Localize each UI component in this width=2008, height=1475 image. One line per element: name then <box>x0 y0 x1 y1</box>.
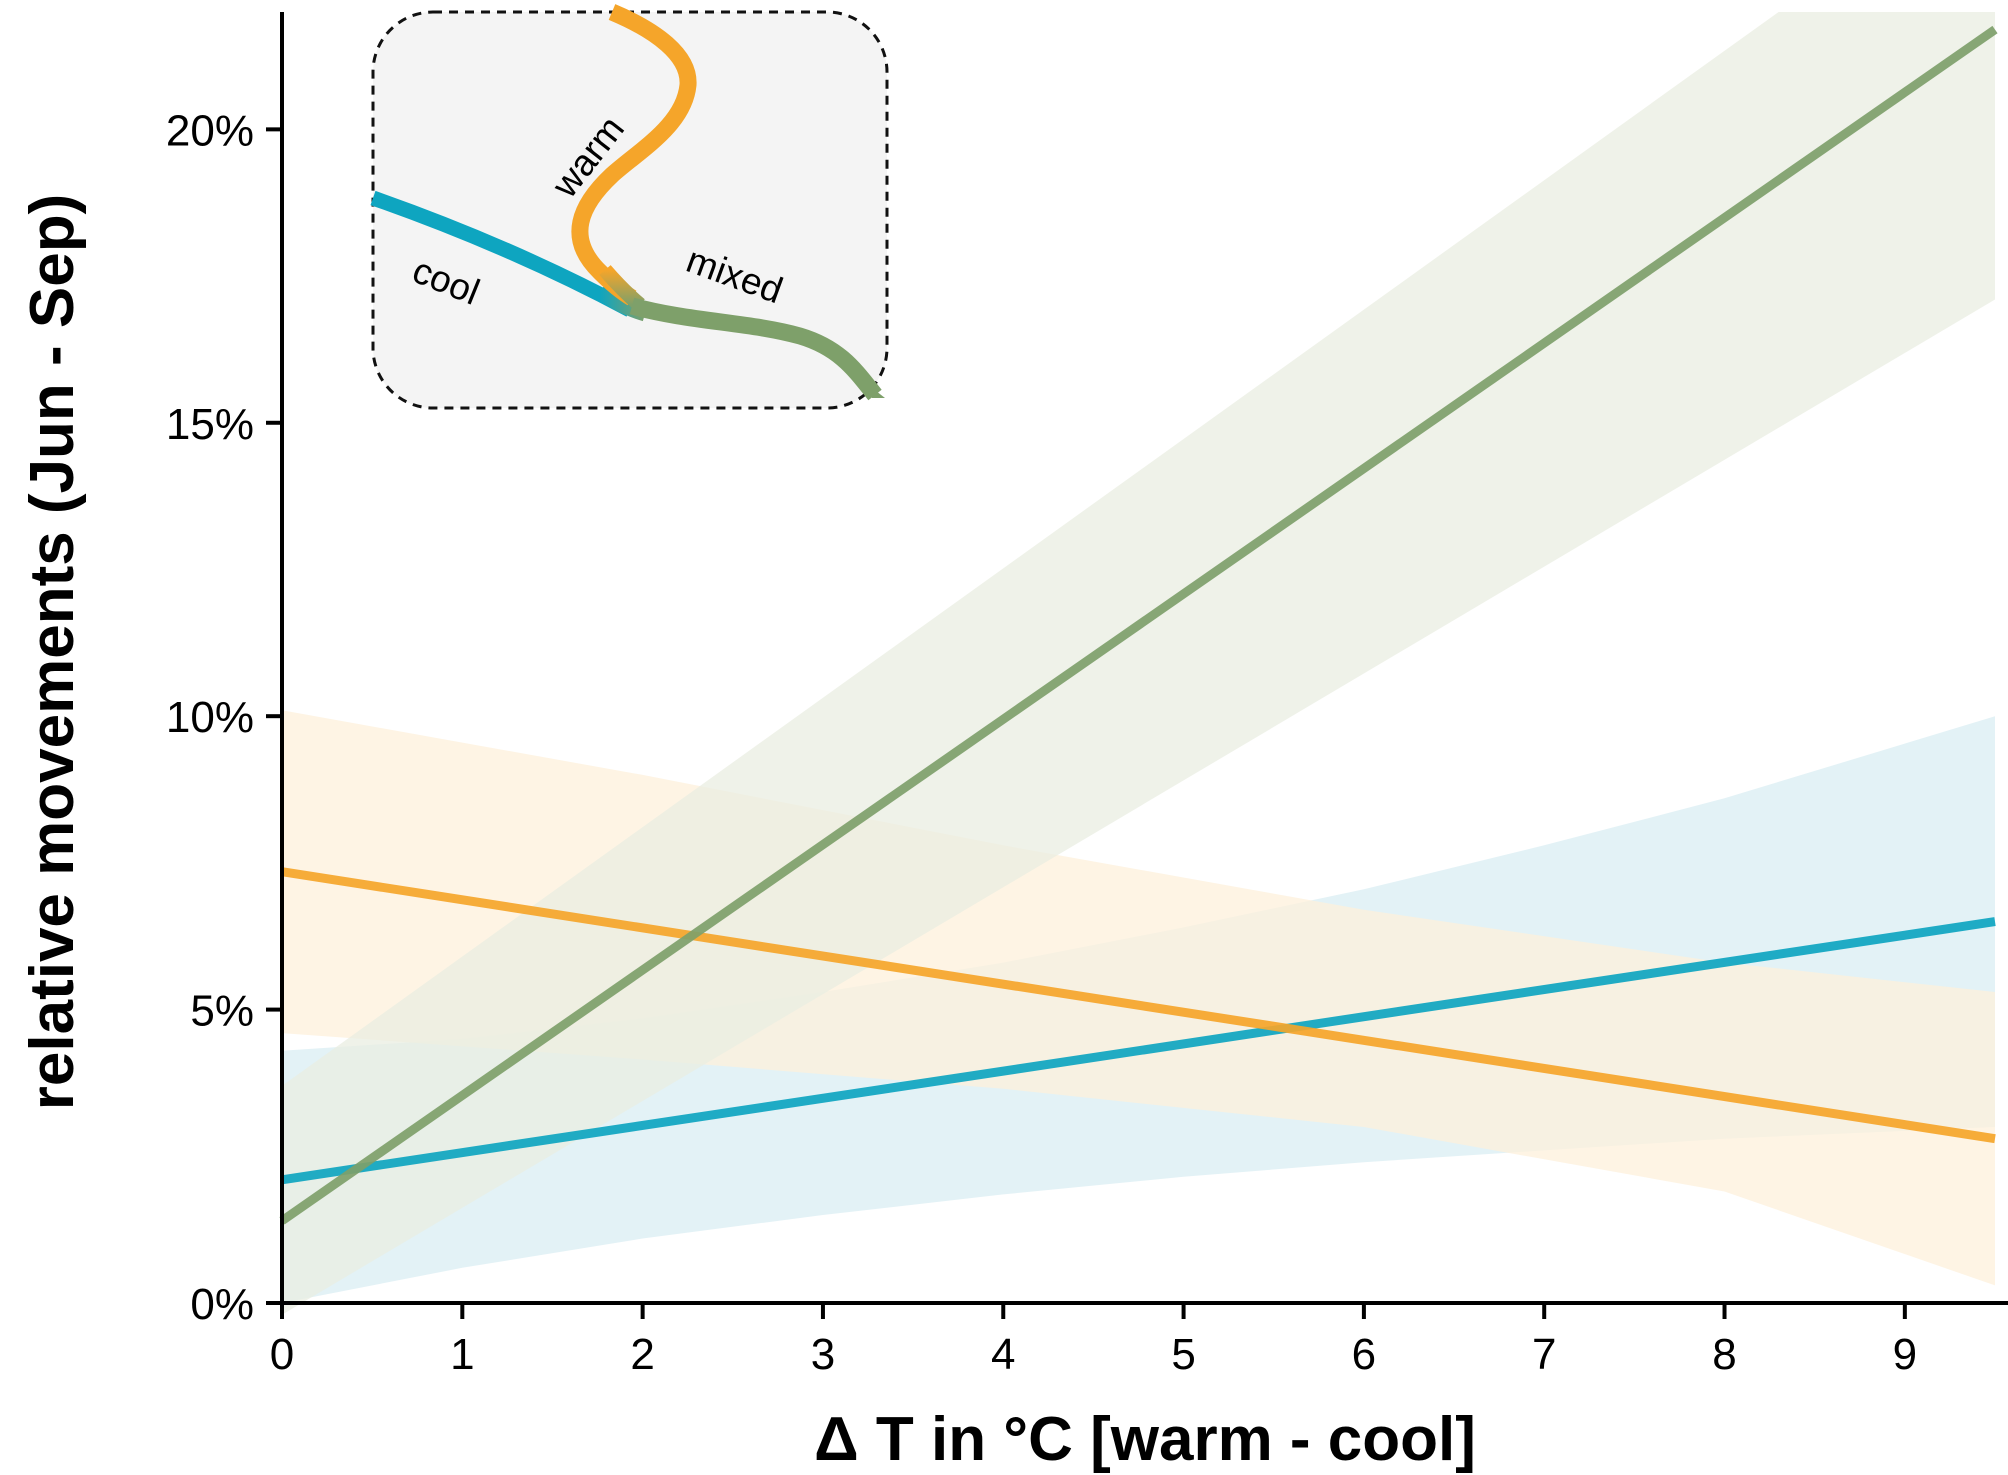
inset-schematic: warm cool mixed <box>370 4 889 410</box>
line-warm <box>281 867 1996 1144</box>
x-tick-label: 7 <box>1532 1330 1556 1379</box>
x-tick-label: 3 <box>811 1330 835 1379</box>
band-mixed <box>282 12 1995 1315</box>
x-tick-label: 2 <box>630 1330 654 1379</box>
x-tick-label: 0 <box>270 1330 294 1379</box>
inset-box <box>371 10 889 410</box>
line-cool <box>281 917 1996 1185</box>
x-tick-label: 1 <box>450 1330 474 1379</box>
y-ticks: 0% 5% 10% 15% 20% <box>166 106 282 1329</box>
y-tick-label: 0% <box>190 1280 254 1329</box>
line-mixed <box>279 25 1998 1225</box>
x-axis-title: Δ T in °C [warm - cool] <box>814 1405 1476 1474</box>
trend-lines <box>279 25 1998 1225</box>
y-tick-label: 5% <box>190 987 254 1036</box>
inset-mixed-outlet <box>862 380 885 398</box>
y-axis-title: relative movements (Jun - Sep) <box>18 194 87 1111</box>
x-tick-label: 9 <box>1893 1330 1917 1379</box>
x-tick-label: 8 <box>1712 1330 1736 1379</box>
x-ticks: 0 1 2 3 4 5 6 7 8 9 <box>270 1303 1917 1379</box>
x-tick-label: 4 <box>991 1330 1015 1379</box>
y-tick-label: 20% <box>166 106 254 155</box>
y-tick-label: 10% <box>166 693 254 742</box>
inset-cool-stream <box>370 190 634 317</box>
y-tick-label: 15% <box>166 400 254 449</box>
inset-mixed-stream <box>629 297 882 401</box>
x-tick-label: 6 <box>1352 1330 1376 1379</box>
x-tick-label: 5 <box>1171 1330 1195 1379</box>
